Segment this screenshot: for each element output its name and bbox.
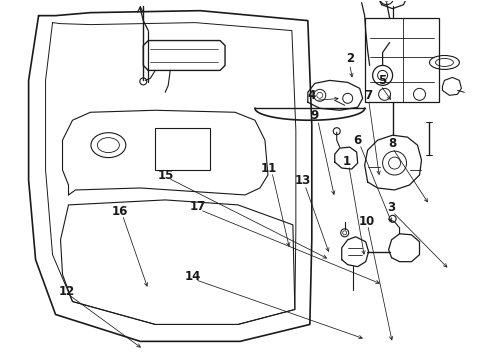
Text: 5: 5 [378,74,387,87]
Text: 4: 4 [308,89,316,102]
Text: 8: 8 [389,137,397,150]
Text: 10: 10 [359,215,375,228]
Text: 2: 2 [345,52,354,65]
Bar [155,128,210,170]
Text: 1: 1 [343,154,351,167]
Text: 15: 15 [158,168,174,181]
Text: 9: 9 [311,109,319,122]
Text: 17: 17 [190,201,206,213]
Text: 3: 3 [388,201,395,215]
Text: 6: 6 [354,134,362,147]
Text: 13: 13 [294,175,311,188]
Text: 16: 16 [112,205,128,219]
Text: 11: 11 [261,162,277,175]
Text: 14: 14 [185,270,201,283]
Bar [365,18,440,102]
Text: 7: 7 [365,89,373,102]
Text: 12: 12 [58,285,74,298]
